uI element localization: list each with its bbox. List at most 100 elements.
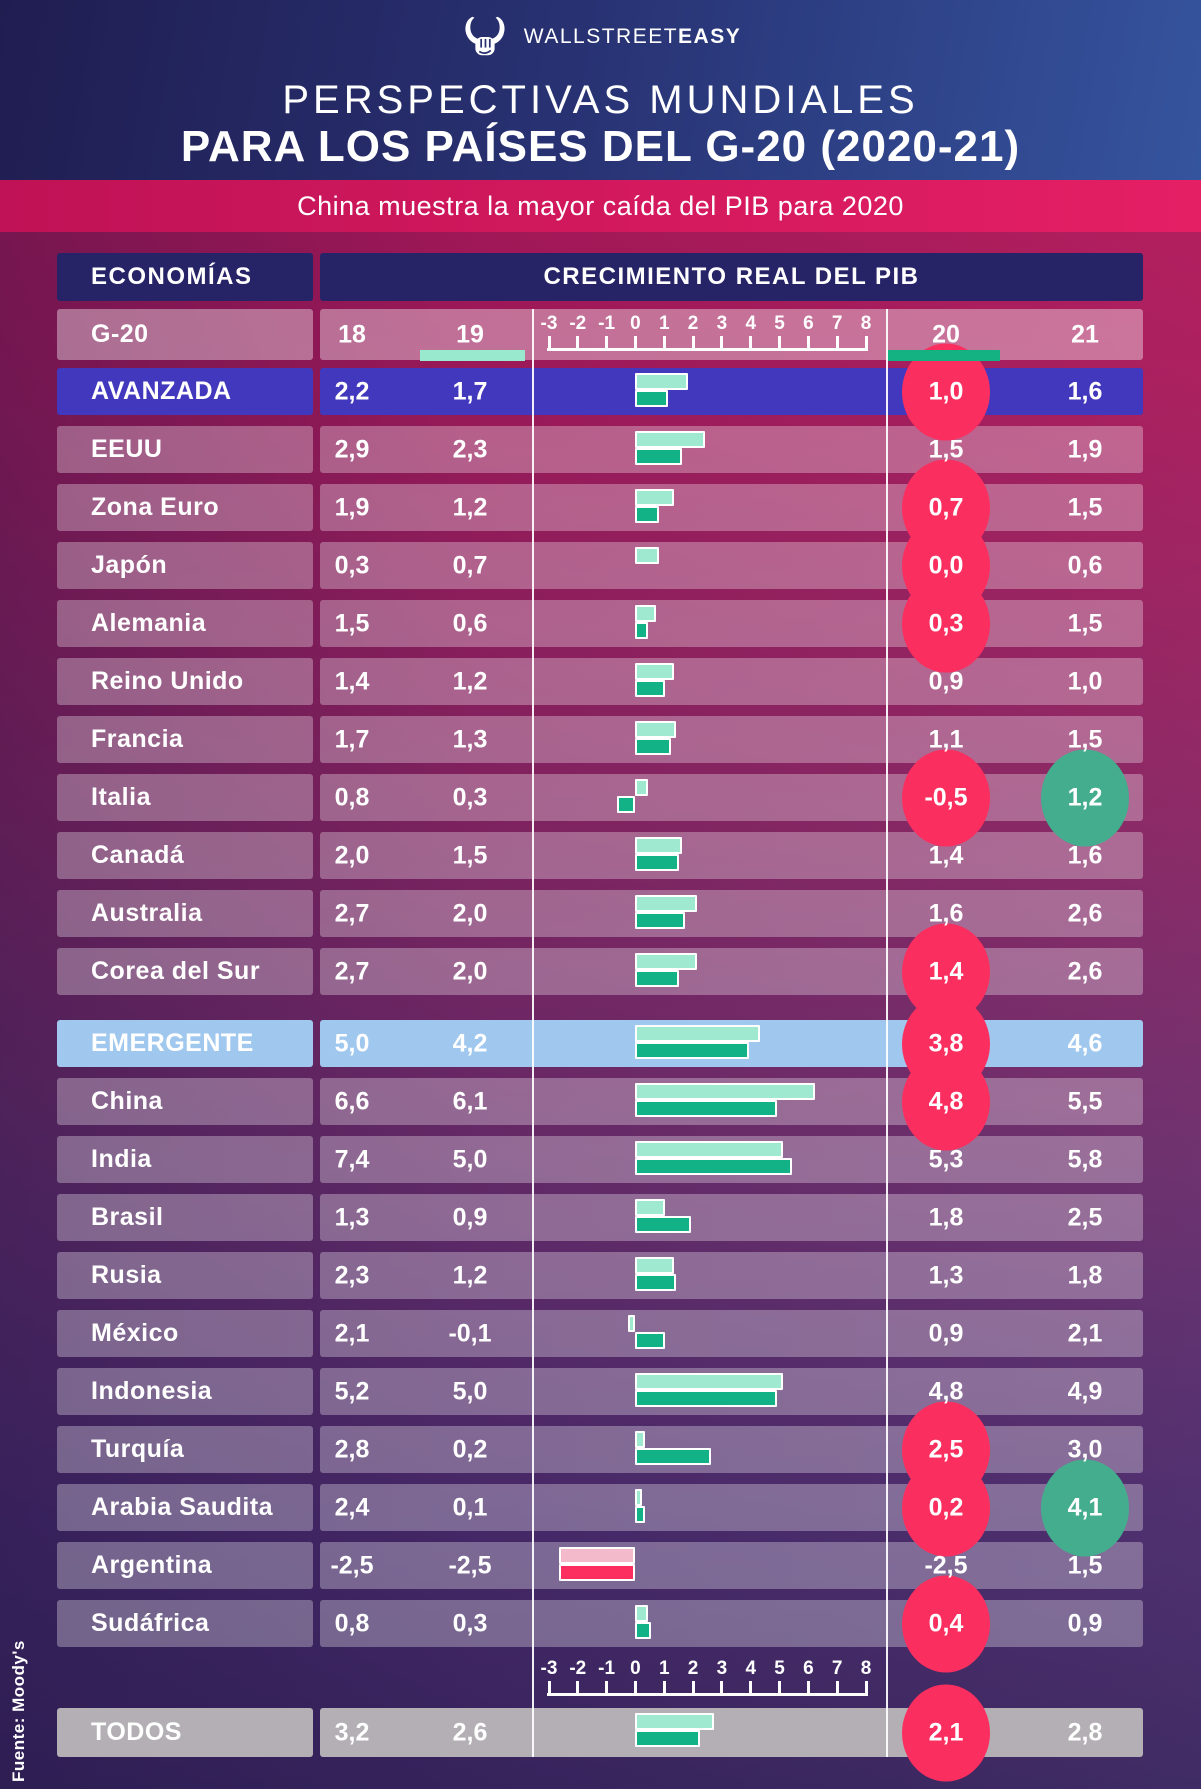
gdp-bar-2019: [559, 1547, 635, 1564]
subtitle-band: China muestra la mayor caída del PIB par…: [0, 180, 1201, 232]
value-2021: 2,6: [1067, 957, 1103, 985]
row-band: [320, 716, 1143, 763]
gdp-bar-2020: [635, 1390, 777, 1407]
gdp-bar-2020: [635, 854, 679, 871]
value-2020: 0,7: [928, 493, 964, 521]
axis-tick-mark: [720, 1681, 724, 1696]
value-2018: 2,7: [334, 899, 370, 927]
page-title-line1: PERSPECTIVAS MUNDIALES: [282, 78, 919, 122]
value-2020: 1,1: [928, 725, 964, 753]
gdp-bar-2019: [635, 1373, 783, 1390]
row-label: Corea del Sur: [57, 948, 313, 995]
value-2020: 3,8: [928, 1029, 964, 1057]
row-band: [320, 658, 1143, 705]
gdp-bar-2019: [628, 1315, 635, 1332]
axis-tick-mark: [605, 336, 609, 351]
value-2018: -2,5: [330, 1551, 374, 1579]
gdp-axis-bottom: -3 -2 -1 0 1 2 3 4 5 6 7 8: [532, 1658, 886, 1698]
axis-tick-label: -1: [598, 1658, 616, 1679]
row-label: AVANZADA: [57, 368, 313, 415]
highlight-ellipse-2020: [902, 1459, 990, 1556]
row-band: [320, 1542, 1143, 1589]
value-2020: 0,3: [928, 609, 964, 637]
value-2018: 7,4: [334, 1145, 370, 1173]
axis-tick-mark: [691, 336, 695, 351]
g20-label: G-20: [57, 309, 313, 360]
value-2019: 5,0: [452, 1377, 488, 1405]
gdp-bar-2019: [635, 1431, 645, 1448]
row-band: [320, 774, 1143, 821]
value-2020: 0,9: [928, 1319, 964, 1347]
value-2018: 1,5: [334, 609, 370, 637]
value-2021: 2,5: [1067, 1203, 1103, 1231]
axis-tick-mark: [691, 1681, 695, 1696]
table-row: Francia 1,7 1,3 1,1 1,5: [57, 716, 1143, 763]
axis-tick-mark: [778, 336, 782, 351]
gdp-bar-2019: [635, 1713, 714, 1730]
table-row: México 2,1 -0,1 0,9 2,1: [57, 1310, 1143, 1357]
axis-tick-label: 3: [716, 313, 728, 334]
gdp-bar-2019: [635, 1605, 648, 1622]
value-2020: 1,0: [928, 377, 964, 405]
axis-tick-label: 3: [716, 1658, 728, 1679]
row-band: [320, 1600, 1143, 1647]
gdp-bar-2019: [635, 1489, 642, 1506]
value-2021: 2,1: [1067, 1319, 1103, 1347]
gdp-bar-2020: [635, 506, 659, 523]
value-2018: 1,4: [334, 667, 370, 695]
subtitle-text: China muestra la mayor caída del PIB par…: [297, 190, 904, 221]
axis-tick-label: 8: [860, 1658, 872, 1679]
axis-ruler: [532, 1681, 886, 1696]
value-2021: 1,9: [1067, 435, 1103, 463]
axis-tick-label: 6: [803, 1658, 814, 1679]
value-2019: 4,2: [452, 1029, 488, 1057]
axis-tick-label: -1: [598, 313, 616, 334]
row-band: [320, 426, 1143, 473]
table-row: TODOS 3,2 2,6 2,1 2,8: [57, 1684, 1143, 1781]
table-row: Rusia 2,3 1,2 1,3 1,8: [57, 1252, 1143, 1299]
highlight-ellipse-2020: [902, 749, 990, 846]
gdp-bar-2020: [635, 1216, 691, 1233]
value-2019: 2,3: [452, 435, 488, 463]
value-2018: 1,7: [334, 725, 370, 753]
value-2018: 2,1: [334, 1319, 370, 1347]
value-2018: 2,2: [334, 377, 370, 405]
value-2019: 0,3: [452, 783, 488, 811]
year-label-18: 18: [338, 320, 366, 348]
gdp-axis-top: -3 -2 -1 0 1 2 3 4 5 6 7 8: [532, 313, 886, 353]
gdp-bar-2019: [635, 953, 697, 970]
axis-tick-mark: [576, 1681, 580, 1696]
value-2019: 0,7: [452, 551, 488, 579]
highlight-ellipse-2021: [1041, 749, 1129, 846]
table-row: EEUU 2,9 2,3 1,5 1,9: [57, 426, 1143, 473]
gdp-bar-2020: [635, 912, 685, 929]
gdp-bar-2019: [635, 547, 659, 564]
gdp-bar-2020: [617, 796, 635, 813]
gdp-bar-2020: [635, 622, 648, 639]
row-label: Australia: [57, 890, 313, 937]
chart-left-divider: [532, 309, 534, 1757]
value-2018: 2,3: [334, 1261, 370, 1289]
value-2021: 1,2: [1067, 783, 1103, 811]
year-label-20: 20: [932, 320, 960, 348]
table-row: India 7,4 5,0 5,3 5,8: [57, 1136, 1143, 1183]
value-2020: 2,1: [928, 1718, 964, 1746]
axis-tick-mark: [633, 336, 637, 351]
table-row: Zona Euro 1,9 1,2 0,7 1,5: [57, 459, 1143, 556]
value-2020: -2,5: [924, 1551, 968, 1579]
axis-tick-mark: [576, 336, 580, 351]
brand-bold: EASY: [678, 25, 742, 48]
gdp-bar-2020: [635, 680, 665, 697]
gdp-bar-2020: [635, 1100, 777, 1117]
axis-tick-mark: [778, 1681, 782, 1696]
row-band: [320, 1310, 1143, 1357]
row-band: [320, 1484, 1143, 1531]
page-header: WALLSTREETEASY PERSPECTIVAS MUNDIALES PA…: [0, 0, 1201, 180]
axis-tick-label: -2: [569, 1658, 587, 1679]
value-2018: 2,7: [334, 957, 370, 985]
row-label: Francia: [57, 716, 313, 763]
gdp-bar-2020: [635, 1448, 711, 1465]
value-2021: 1,6: [1067, 841, 1103, 869]
brand-logo: WALLSTREETEASY: [0, 14, 1201, 60]
gdp-bar-2019: [635, 489, 674, 506]
